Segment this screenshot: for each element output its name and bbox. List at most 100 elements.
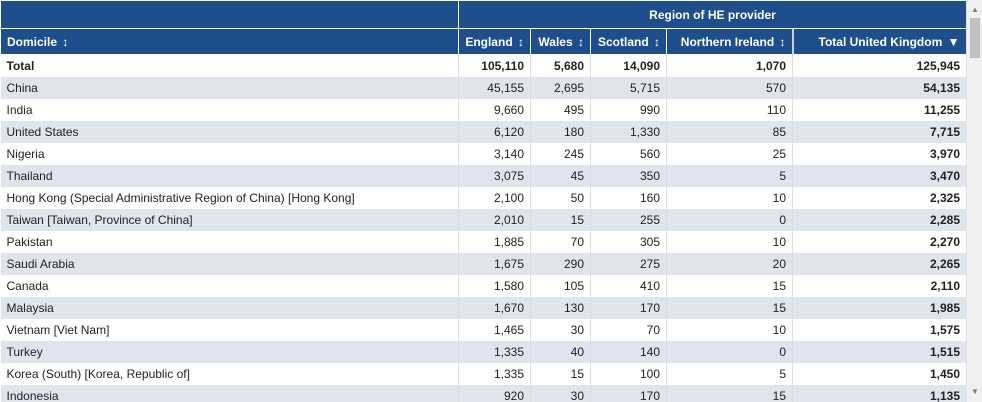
cell-northern-ireland: 15 [666,384,793,402]
cell-northern-ireland: 570 [666,76,793,99]
cell-northern-ireland: 0 [666,340,793,363]
table-row: India 9,660 495 990 110 11,255 [0,98,966,121]
cell-england: 1,335 [458,340,531,363]
cell-total-uk: 11,255 [792,98,966,121]
cell-total-uk: 3,970 [792,142,966,165]
cell-england: 3,075 [458,164,531,187]
sort-desc-icon[interactable]: ▼ [947,34,960,49]
vertical-scrollbar[interactable]: ▲ ▼ [966,0,982,402]
table-row: Malaysia 1,670 130 170 15 1,985 [0,296,966,319]
cell-northern-ireland: 25 [666,142,793,165]
cell-wales: 50 [530,186,591,209]
cell-england: 1,670 [458,296,531,319]
cell-northern-ireland: 15 [666,274,793,297]
cell-wales: 30 [530,318,591,341]
cell-england: 9,660 [458,98,531,121]
cell-scotland: 5,715 [590,76,667,99]
scroll-down-arrow-icon[interactable]: ▼ [971,387,979,396]
sort-icon[interactable]: ↕ [62,34,69,49]
cell-domicile: Pakistan [0,230,459,253]
column-header-total-uk[interactable]: Total United Kingdom ▼ [791,28,966,55]
column-label: Scotland [597,34,649,49]
cell-total-uk: 1,450 [792,362,966,385]
column-header-england[interactable]: England ↕ [458,28,531,55]
cell-domicile: Thailand [0,164,459,187]
sort-icon[interactable]: ↕ [578,34,584,49]
table-row: China 45,155 2,695 5,715 570 54,135 [0,76,966,99]
cell-northern-ireland: 20 [666,252,793,275]
table-row: Canada 1,580 105 410 15 2,110 [0,274,966,297]
column-label: Domicile [7,34,58,49]
cell-england: 1,335 [458,362,531,385]
sort-icon[interactable]: ↕ [779,34,786,49]
column-header-northern-ireland[interactable]: Northern Ireland ↕ [666,28,793,55]
table-row: Saudi Arabia 1,675 290 275 20 2,265 [0,252,966,275]
sort-icon[interactable]: ↕ [518,34,524,49]
cell-scotland: 14,090 [590,54,667,77]
table-row: United States 6,120 180 1,330 85 7,715 [0,120,966,143]
table-row: Taiwan [Taiwan, Province of China] 2,010 1… [0,208,966,231]
cell-total-uk: 2,285 [792,208,966,231]
cell-domicile: Taiwan [Taiwan, Province of China] [0,208,459,231]
cell-total-uk: 2,325 [792,186,966,209]
cell-total-uk: 7,715 [792,120,966,143]
column-label: Wales [538,34,573,49]
cell-wales: 5,680 [530,54,591,77]
cell-total-uk: 125,945 [792,54,966,77]
column-label: England [465,34,513,49]
table-row: Vietnam [Viet Nam] 1,465 30 70 10 1,575 [0,318,966,341]
column-label: Total United Kingdom [818,34,943,49]
cell-wales: 290 [530,252,591,275]
cell-total-uk: 2,265 [792,252,966,275]
cell-total-uk: 2,270 [792,230,966,253]
table-row: Korea (South) [Korea, Republic of] 1,335 1… [0,362,966,385]
table-row: Hong Kong (Special Administrative Region… [0,186,966,209]
table-body: Total 105,110 5,680 14,090 1,070 125,945 China… [0,54,966,402]
cell-total-uk: 1,515 [792,340,966,363]
cell-northern-ireland: 5 [666,362,793,385]
cell-wales: 15 [530,208,591,231]
cell-england: 6,120 [458,120,531,143]
cell-scotland: 140 [590,340,667,363]
sort-icon[interactable]: ↕ [654,34,660,49]
cell-wales: 70 [530,230,591,253]
table-row: Nigeria 3,140 245 560 25 3,970 [0,142,966,165]
table-row: Thailand 3,075 45 350 5 3,470 [0,164,966,187]
cell-domicile: Saudi Arabia [0,252,459,275]
total-row: Total 105,110 5,680 14,090 1,070 125,945 [0,54,966,77]
cell-scotland: 255 [590,208,667,231]
cell-wales: 245 [530,142,591,165]
cell-domicile: Total [0,54,459,77]
cell-scotland: 1,330 [590,120,667,143]
cell-northern-ireland: 10 [666,230,793,253]
column-header-wales[interactable]: Wales ↕ [530,28,591,55]
cell-domicile: India [0,98,459,121]
table-row: Pakistan 1,885 70 305 10 2,270 [0,230,966,253]
cell-scotland: 100 [590,362,667,385]
scroll-up-arrow-icon[interactable]: ▲ [971,5,979,14]
cell-northern-ireland: 5 [666,164,793,187]
cell-scotland: 410 [590,274,667,297]
cell-scotland: 350 [590,164,667,187]
column-header-domicile[interactable]: Domicile ↕ [0,28,459,55]
column-label: Northern Ireland [680,34,775,49]
cell-domicile: Hong Kong (Special Administrative Region… [0,186,459,209]
cell-england: 1,885 [458,230,531,253]
cell-wales: 45 [530,164,591,187]
cell-northern-ireland: 85 [666,120,793,143]
cell-wales: 105 [530,274,591,297]
cell-scotland: 560 [590,142,667,165]
cell-england: 1,465 [458,318,531,341]
cell-domicile: United States [0,120,459,143]
cell-domicile: Indonesia [0,384,459,402]
cell-domicile: Malaysia [0,296,459,319]
column-header-scotland[interactable]: Scotland ↕ [590,28,667,55]
cell-domicile: Turkey [0,340,459,363]
cell-england: 45,155 [458,76,531,99]
scrollbar-thumb[interactable] [970,18,980,58]
cell-wales: 2,695 [530,76,591,99]
cell-wales: 180 [530,120,591,143]
cell-northern-ireland: 1,070 [666,54,793,77]
